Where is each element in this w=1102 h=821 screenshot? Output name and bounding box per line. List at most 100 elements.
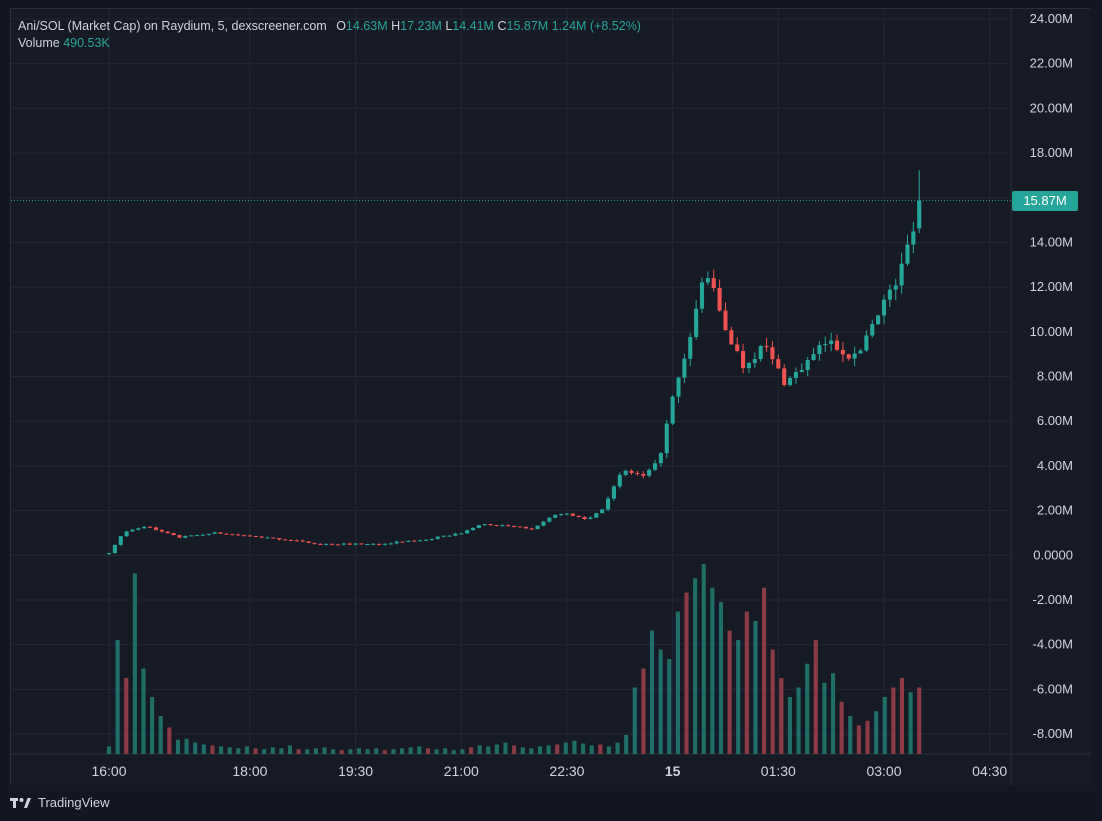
candle-body [541, 521, 546, 526]
volume-bar [494, 744, 499, 754]
candle-body [682, 358, 687, 378]
candle-body [664, 423, 669, 454]
volume-bar [391, 749, 396, 754]
y-tick-label: -4.00M [1033, 637, 1073, 652]
candle-body [782, 368, 787, 386]
volume-bar [882, 697, 887, 754]
legend-open-label: O [336, 19, 346, 33]
candle-body [899, 263, 904, 286]
x-tick-label: 04:30 [972, 763, 1007, 779]
chart-canvas[interactable]: 24.00M22.00M20.00M18.00M16.00M14.00M12.0… [11, 9, 1091, 785]
candle-body [893, 285, 898, 290]
volume-bar [581, 743, 586, 754]
volume-bar [503, 742, 508, 754]
volume-bar [693, 578, 698, 754]
volume-bar [322, 747, 327, 754]
candle-body [735, 344, 740, 351]
footer-brand[interactable]: TradingView [10, 795, 110, 810]
volume-bar [331, 749, 336, 754]
candle-body [635, 472, 640, 474]
candle-body [741, 350, 746, 369]
volume-bar [762, 587, 767, 754]
candle-body [318, 543, 323, 545]
candle-body [412, 540, 417, 542]
candle-body [271, 537, 276, 539]
candle-body [124, 531, 129, 537]
candle-body [658, 453, 663, 464]
candle-body [647, 469, 652, 476]
volume-bar [529, 748, 534, 754]
candle-body [148, 526, 153, 528]
volume-bar [537, 746, 543, 754]
candle-body [746, 362, 752, 369]
candle-body [136, 528, 141, 530]
volume-bar [865, 720, 870, 754]
volume-bar [434, 749, 439, 754]
candle-body [506, 525, 511, 527]
candle-body [277, 538, 282, 540]
candle-body [259, 536, 264, 538]
volume-bar [727, 630, 732, 754]
candle-body [177, 535, 182, 538]
volume-bar [193, 742, 198, 754]
candle-body [729, 330, 734, 345]
volume-bar [279, 748, 284, 754]
volume-bar [425, 748, 430, 754]
candle-body [764, 345, 769, 348]
chart-panel[interactable]: 24.00M22.00M20.00M18.00M16.00M14.00M12.0… [10, 8, 1091, 785]
candle-body [564, 513, 570, 515]
candle-body [864, 335, 869, 351]
candle-body [858, 350, 863, 354]
candle-body [582, 517, 587, 520]
candle-body [142, 526, 147, 529]
candle-body [694, 308, 699, 338]
volume-bar [520, 747, 525, 754]
candle-body [118, 536, 123, 545]
volume-bar [236, 748, 241, 754]
candle-body [488, 524, 493, 526]
x-tick-label: 16:00 [91, 763, 126, 779]
volume-bar [891, 687, 896, 754]
candle-body [535, 525, 540, 530]
candle-body [500, 525, 505, 527]
candle-body [717, 288, 722, 311]
volume-bar [805, 663, 810, 754]
volume-bar [856, 725, 861, 754]
volume-bar [218, 746, 224, 754]
candle-body [811, 354, 816, 361]
candle-body [359, 543, 364, 545]
candle-body [805, 360, 810, 371]
candle-body [846, 354, 851, 359]
y-tick-label: 20.00M [1030, 100, 1073, 115]
volume-bar [710, 587, 715, 754]
candle-body [711, 278, 716, 289]
candle-body [553, 514, 558, 518]
candle-body [512, 526, 517, 528]
x-tick-label: 22:30 [549, 763, 584, 779]
candle-body [834, 340, 840, 350]
candle-body [588, 517, 593, 520]
volume-bar [270, 747, 275, 754]
candle-body [459, 533, 464, 535]
candle-body [776, 359, 781, 369]
volume-bar [305, 749, 310, 754]
candle-body [447, 535, 452, 537]
y-tick-label: 2.00M [1037, 503, 1073, 518]
candle-body [823, 344, 828, 346]
candle-body [212, 532, 217, 534]
legend-low-value: 14.41M [452, 19, 494, 33]
plot-background [11, 9, 1091, 785]
candle-body [676, 377, 681, 397]
volume-bar [658, 649, 663, 754]
volume-bar [201, 744, 206, 754]
volume-bar [313, 748, 318, 754]
candle-body [453, 533, 458, 536]
volume-bar [150, 697, 155, 754]
candle-body [347, 543, 352, 545]
volume-bar [839, 701, 844, 754]
volume-bar [753, 621, 758, 754]
volume-bar [374, 748, 379, 754]
volume-bar [874, 711, 879, 754]
candle-body [476, 525, 481, 528]
volume-bar [899, 678, 905, 754]
